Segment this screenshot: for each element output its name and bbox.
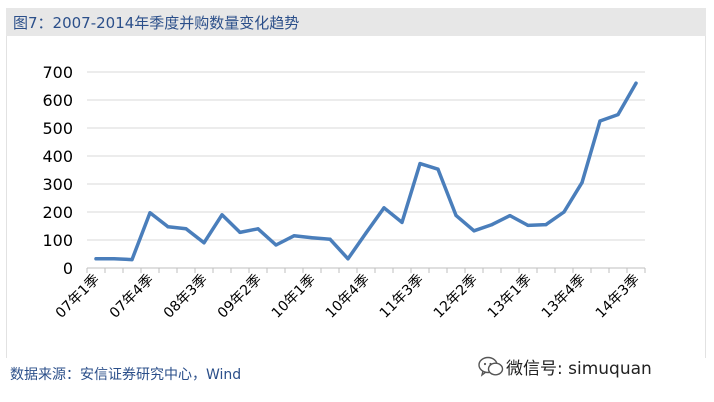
data-point <box>364 231 368 235</box>
chart-area: 0 100 200 300 400 500 600 700 07年1季 07年4季 08年3季 09年… <box>6 36 706 358</box>
data-point <box>310 236 314 240</box>
data-point <box>382 206 386 210</box>
data-point <box>130 258 134 262</box>
data-point <box>472 229 476 233</box>
data-point <box>292 234 296 238</box>
data-point <box>256 227 260 231</box>
data-point <box>598 119 602 123</box>
title-bar <box>6 8 706 36</box>
data-point <box>508 214 512 218</box>
source-note: 数据来源：安信证券研究中心，Wind <box>10 367 242 383</box>
data-point <box>562 210 566 214</box>
data-point <box>166 225 170 229</box>
x-tick-label: 13年1季 <box>485 272 535 322</box>
data-point <box>202 241 206 245</box>
data-point <box>328 237 332 241</box>
y-tick-label: 600 <box>42 91 73 110</box>
data-point <box>220 213 224 217</box>
data-point <box>346 257 350 261</box>
data-point <box>526 223 530 228</box>
watermark-text: 微信号: simuquan <box>506 359 652 379</box>
y-tick-label: 100 <box>42 231 73 250</box>
wechat-logo-icon <box>478 356 504 377</box>
data-point <box>238 230 242 235</box>
x-tick-label: 07年4季 <box>107 272 157 322</box>
line-chart: 0 100 200 300 400 500 600 700 07年1季 07年4季 08年3季 09年… <box>42 63 646 322</box>
data-point <box>274 243 278 247</box>
x-tick-label: 08年3季 <box>161 272 211 322</box>
data-point <box>184 227 188 231</box>
data-point <box>634 81 638 85</box>
data-point <box>616 112 620 117</box>
data-point <box>436 167 440 171</box>
data-point <box>94 257 98 261</box>
y-tick-label: 700 <box>42 63 73 82</box>
data-point <box>418 161 422 166</box>
x-tick-label: 10年4季 <box>323 272 373 322</box>
data-point <box>454 213 458 217</box>
y-tick-label: 200 <box>42 203 73 222</box>
figure-title: 图7：2007-2014年季度并购数量变化趋势 <box>13 14 300 32</box>
x-tick-label: 10年1季 <box>269 272 319 322</box>
data-point <box>112 257 116 261</box>
data-point <box>490 223 494 227</box>
data-point <box>580 181 584 185</box>
y-tick-label: 400 <box>42 147 73 166</box>
x-tick-label: 12年2季 <box>431 272 481 322</box>
x-tick-label: 09年2季 <box>215 272 265 322</box>
data-point <box>148 211 152 215</box>
data-point <box>400 220 404 224</box>
wechat-watermark: 微信号: simuquan <box>478 354 710 382</box>
x-tick-label: 07年1季 <box>53 272 103 322</box>
y-tick-label: 0 <box>63 259 73 278</box>
x-tick-label: 11年3季 <box>377 272 427 322</box>
data-point <box>544 223 548 227</box>
x-tick-label: 13年4季 <box>539 272 589 322</box>
y-tick-label: 500 <box>42 119 73 138</box>
x-tick-label: 14年3季 <box>593 272 643 322</box>
y-tick-label: 300 <box>42 175 73 194</box>
